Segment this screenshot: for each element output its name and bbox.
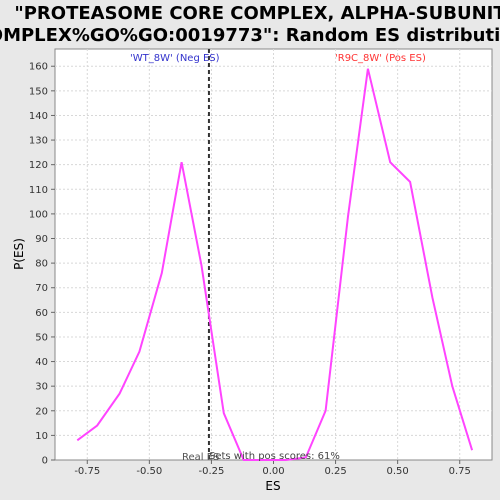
y-tick-label: 80 — [35, 259, 48, 270]
x-tick-label: 0.50 — [387, 466, 409, 477]
chart-title-line-2: COMPLEX%GO%GO:0019773": Random ES distri… — [0, 25, 500, 46]
y-tick-label: 20 — [35, 406, 48, 417]
y-tick-label: 140 — [29, 111, 48, 122]
x-axis-label: ES — [265, 479, 280, 493]
y-axis-label: P(ES) — [12, 238, 26, 270]
y-tick-label: 60 — [35, 308, 48, 319]
neg-es-label: 'WT_8W' (Neg ES) — [130, 53, 220, 64]
x-tick-label: -0.50 — [136, 466, 162, 477]
y-tick-label: 50 — [35, 332, 48, 343]
x-axis-ticks: -0.75 -0.50 -0.25 0.00 0.25 0.50 0.75 — [74, 460, 471, 477]
x-tick-label: -0.75 — [74, 466, 100, 477]
y-tick-label: 0 — [42, 456, 48, 467]
pos-scores-label: Sets with pos scores: 61% — [209, 451, 340, 462]
y-tick-label: 160 — [29, 62, 48, 73]
y-tick-label: 40 — [35, 357, 48, 368]
y-tick-label: 150 — [29, 86, 48, 97]
y-tick-label: 110 — [29, 185, 48, 196]
pos-es-label: 'R9C_8W' (Pos ES) — [335, 53, 426, 64]
x-tick-label: 0.00 — [262, 466, 284, 477]
y-tick-label: 120 — [29, 160, 48, 171]
x-tick-label: 0.75 — [449, 466, 471, 477]
x-tick-label: 0.25 — [324, 466, 346, 477]
grid-lines — [55, 49, 492, 460]
y-tick-label: 100 — [29, 209, 48, 220]
series-line — [76, 68, 474, 461]
y-tick-label: 130 — [29, 136, 48, 147]
chart-title-line-1: "PROTEASOME CORE COMPLEX, ALPHA-SUBUNIT — [14, 3, 500, 24]
y-tick-label: 90 — [35, 234, 48, 245]
y-tick-label: 70 — [35, 283, 48, 294]
x-tick-label: -0.25 — [198, 466, 224, 477]
y-axis-ticks: 0 10 20 30 40 50 60 70 80 90 100 110 120 130 140 150 160 — [29, 62, 55, 467]
real-es-label: Real ES — [182, 452, 219, 463]
y-tick-label: 10 — [35, 431, 48, 442]
y-tick-label: 30 — [35, 382, 48, 393]
